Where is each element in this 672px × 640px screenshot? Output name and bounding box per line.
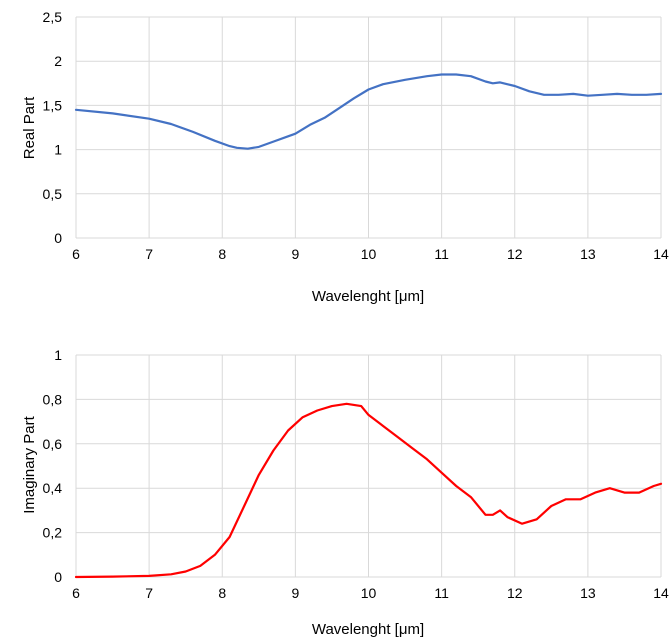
real-part-gridlines — [75, 16, 662, 239]
imaginary-part-gridlines — [75, 354, 662, 578]
real-part-x-tick-label: 11 — [434, 246, 449, 262]
imaginary-part-x-tick-label: 8 — [218, 585, 226, 601]
imaginary-part-x-tick-label: 13 — [580, 585, 596, 601]
real-part-chart: 6 7 8 9 10 11 12 13 14 0 0,5 1 1,5 2 2,5 Wavelenght [… — [21, 9, 669, 305]
real-part-x-tick-label: 10 — [361, 246, 377, 262]
imaginary-part-x-tick-label: 7 — [145, 585, 153, 601]
real-part-x-tick-labels: 6 7 8 9 10 11 12 13 14 — [72, 246, 669, 262]
imaginary-part-x-tick-label: 12 — [507, 585, 523, 601]
real-part-x-tick-label: 6 — [72, 246, 80, 262]
real-part-y-tick-label: 0 — [54, 230, 62, 246]
real-part-x-tick-label: 7 — [145, 246, 153, 262]
imaginary-part-x-tick-label: 6 — [72, 585, 80, 601]
real-part-y-axis-title: Real Part — [21, 96, 38, 159]
real-part-y-tick-labels: 0 0,5 1 1,5 2 2,5 — [43, 9, 63, 246]
real-part-y-tick-label: 2 — [54, 53, 62, 69]
real-part-x-tick-label: 9 — [291, 246, 299, 262]
imaginary-part-y-axis-title: Imaginary Part — [21, 415, 38, 513]
imaginary-part-y-tick-label: 0 — [54, 569, 62, 585]
imaginary-part-x-tick-label: 10 — [361, 585, 377, 601]
imaginary-part-y-tick-label: 1 — [54, 347, 62, 363]
imaginary-part-x-tick-labels: 6 7 8 9 10 11 12 13 14 — [72, 585, 669, 601]
real-part-x-tick-label: 14 — [653, 246, 669, 262]
imaginary-part-x-tick-label: 14 — [653, 585, 669, 601]
imaginary-part-series — [74, 402, 663, 579]
real-part-y-tick-label: 0,5 — [43, 186, 63, 202]
imaginary-part-y-tick-labels: 0 0,2 0,4 0,6 0,8 1 — [43, 347, 63, 585]
imaginary-part-chart: 6 7 8 9 10 11 12 13 14 0 0,2 0,4 0,6 0,8 1 Wavelenght… — [21, 347, 669, 638]
imaginary-part-y-tick-label: 0,4 — [43, 480, 63, 496]
real-part-y-tick-label: 1,5 — [43, 97, 63, 113]
real-part-series — [74, 73, 663, 150]
imaginary-part-y-tick-label: 0,6 — [43, 436, 63, 452]
real-part-x-tick-label: 12 — [507, 246, 523, 262]
imaginary-part-y-tick-label: 0,2 — [43, 525, 63, 541]
imaginary-part-series-line — [74, 402, 663, 579]
real-part-x-axis-title: Wavelenght [μm] — [312, 288, 424, 305]
imaginary-part-x-axis-title: Wavelenght [μm] — [312, 621, 424, 638]
imaginary-part-y-tick-label: 0,8 — [43, 391, 63, 407]
real-part-x-tick-label: 13 — [580, 246, 596, 262]
real-part-y-tick-label: 2,5 — [43, 9, 63, 25]
imaginary-part-x-tick-label: 9 — [291, 585, 299, 601]
real-part-x-tick-label: 8 — [218, 246, 226, 262]
imaginary-part-x-tick-label: 11 — [434, 585, 449, 601]
real-part-y-tick-label: 1 — [54, 142, 62, 158]
real-part-series-line — [74, 73, 663, 150]
